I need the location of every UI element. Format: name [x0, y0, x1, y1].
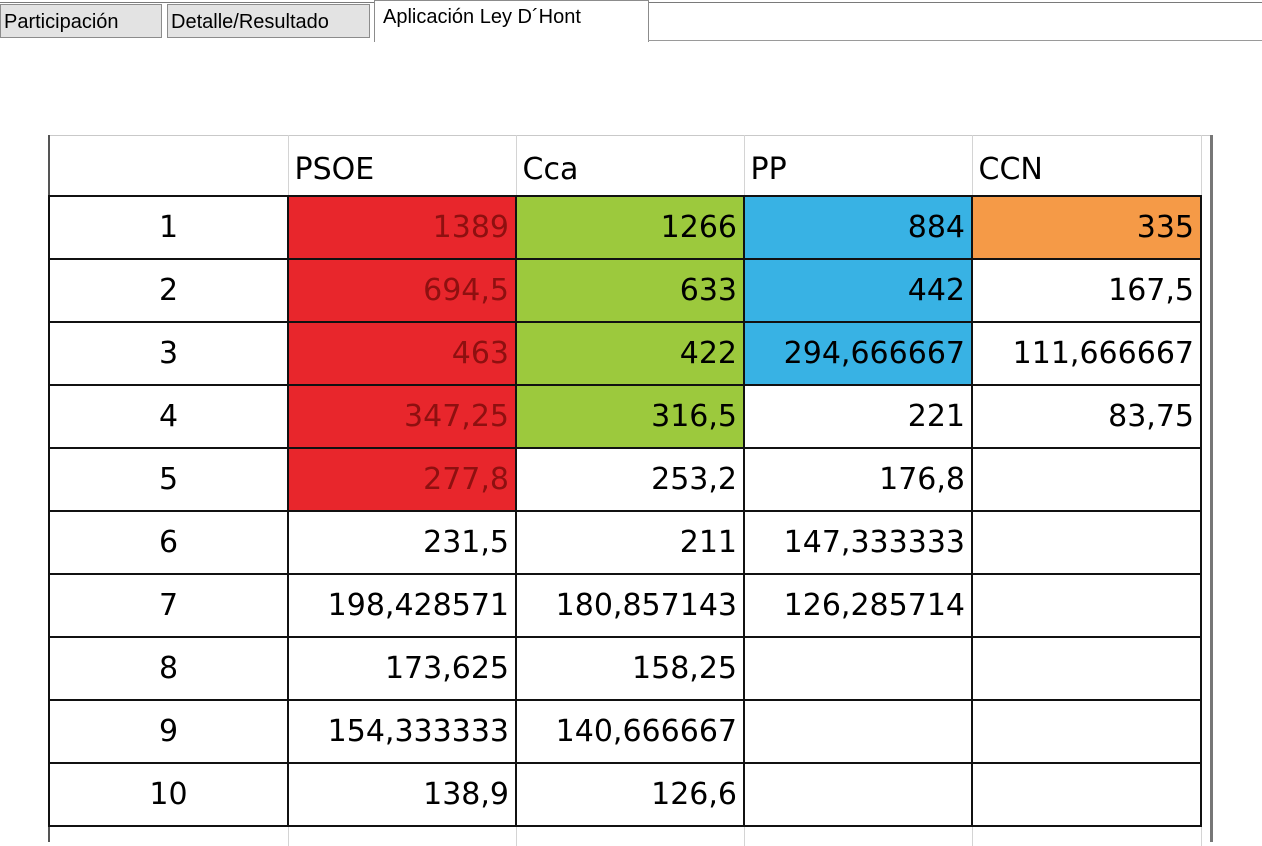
- divisor-cell[interactable]: 5: [48, 447, 289, 512]
- table-row: 9 154,333333 140,666667: [48, 699, 1202, 764]
- quotient-cell-ccn[interactable]: [971, 447, 1202, 512]
- quotient-cell-ccn[interactable]: 111,666667: [971, 321, 1202, 386]
- quotient-cell-cca[interactable]: 422: [515, 321, 745, 386]
- quotient-cell-pp[interactable]: [743, 699, 973, 764]
- quotient-cell-psoe[interactable]: 347,25: [287, 384, 517, 449]
- divisor-cell[interactable]: 3: [48, 321, 289, 386]
- table-row: 4 347,25 316,5 221 83,75: [48, 384, 1202, 449]
- quotient-cell-psoe[interactable]: 198,428571: [287, 573, 517, 638]
- dhont-table: PSOE Cca PP CCN 1 1389 1266 884 335 2 694,5 633…: [48, 135, 1202, 846]
- quotient-cell-cca[interactable]: 633: [515, 258, 745, 323]
- quotient-cell-pp[interactable]: 221: [743, 384, 973, 449]
- header-row: PSOE Cca PP CCN: [49, 135, 1202, 196]
- quotient-cell-pp[interactable]: 442: [743, 258, 973, 323]
- quotient-cell-pp[interactable]: 147,333333: [743, 510, 973, 575]
- quotient-cell-psoe[interactable]: 694,5: [287, 258, 517, 323]
- quotient-cell-psoe[interactable]: 231,5: [287, 510, 517, 575]
- table-row: 7 198,428571 180,857143 126,285714: [48, 573, 1202, 638]
- empty-cell[interactable]: [288, 826, 517, 846]
- quotient-cell-psoe[interactable]: 1389: [287, 195, 517, 260]
- divisor-cell[interactable]: 8: [48, 636, 289, 701]
- quotient-cell-ccn[interactable]: [971, 573, 1202, 638]
- table-row: 5 277,8 253,2 176,8: [48, 447, 1202, 512]
- quotient-cell-psoe[interactable]: 277,8: [287, 447, 517, 512]
- table-row: 2 694,5 633 442 167,5: [48, 258, 1202, 323]
- quotient-cell-pp[interactable]: 126,285714: [743, 573, 973, 638]
- quotient-cell-pp[interactable]: 294,666667: [743, 321, 973, 386]
- divisor-cell[interactable]: 6: [48, 510, 289, 575]
- header-cell-cca[interactable]: Cca: [516, 135, 745, 196]
- table-row: 1 1389 1266 884 335: [48, 195, 1202, 260]
- divisor-cell[interactable]: 4: [48, 384, 289, 449]
- empty-cell[interactable]: [49, 826, 289, 846]
- dhont-sheet: PSOE Cca PP CCN 1 1389 1266 884 335 2 694,5 633…: [48, 135, 1216, 846]
- quotient-cell-cca[interactable]: 140,666667: [515, 699, 745, 764]
- divisor-cell[interactable]: 10: [48, 762, 289, 827]
- divisor-cell[interactable]: 9: [48, 699, 289, 764]
- quotient-cell-ccn[interactable]: 335: [971, 195, 1202, 260]
- quotient-cell-cca[interactable]: 180,857143: [515, 573, 745, 638]
- table-row: 6 231,5 211 147,333333: [48, 510, 1202, 575]
- header-cell-empty[interactable]: [49, 135, 289, 196]
- empty-grid-row: [49, 826, 1202, 846]
- quotient-cell-psoe[interactable]: 154,333333: [287, 699, 517, 764]
- quotient-cell-pp[interactable]: 884: [743, 195, 973, 260]
- empty-cell[interactable]: [744, 826, 973, 846]
- quotient-cell-pp[interactable]: 176,8: [743, 447, 973, 512]
- quotient-cell-cca[interactable]: 316,5: [515, 384, 745, 449]
- quotient-cell-ccn[interactable]: [971, 762, 1202, 827]
- quotient-cell-ccn[interactable]: [971, 636, 1202, 701]
- quotient-cell-ccn[interactable]: 167,5: [971, 258, 1202, 323]
- divisor-cell[interactable]: 1: [48, 195, 289, 260]
- divisor-cell[interactable]: 7: [48, 573, 289, 638]
- quotient-cell-psoe[interactable]: 138,9: [287, 762, 517, 827]
- tab-detalle-resultado[interactable]: Detalle/Resultado: [167, 4, 370, 38]
- header-cell-psoe[interactable]: PSOE: [288, 135, 517, 196]
- quotient-cell-cca[interactable]: 253,2: [515, 447, 745, 512]
- quotient-cell-ccn[interactable]: 83,75: [971, 384, 1202, 449]
- empty-cell[interactable]: [516, 826, 745, 846]
- tab-aplicacion-ley-dhont[interactable]: Aplicación Ley D´Hont: [374, 0, 649, 42]
- tab-bar-bottom-border: [648, 40, 1262, 41]
- sheet-tab-bar: Participación Detalle/Resultado Aplicaci…: [0, 0, 1262, 42]
- quotient-cell-cca[interactable]: 126,6: [515, 762, 745, 827]
- quotient-cell-psoe[interactable]: 463: [287, 321, 517, 386]
- quotient-cell-pp[interactable]: [743, 636, 973, 701]
- divisor-cell[interactable]: 2: [48, 258, 289, 323]
- quotient-cell-cca[interactable]: 158,25: [515, 636, 745, 701]
- quotient-cell-pp[interactable]: [743, 762, 973, 827]
- header-cell-ccn[interactable]: CCN: [972, 135, 1202, 196]
- quotient-cell-cca[interactable]: 211: [515, 510, 745, 575]
- quotient-cell-ccn[interactable]: [971, 699, 1202, 764]
- empty-cell[interactable]: [972, 826, 1202, 846]
- quotient-cell-cca[interactable]: 1266: [515, 195, 745, 260]
- tab-participacion[interactable]: Participación: [0, 4, 162, 38]
- quotient-cell-ccn[interactable]: [971, 510, 1202, 575]
- quotient-cell-psoe[interactable]: 173,625: [287, 636, 517, 701]
- header-cell-pp[interactable]: PP: [744, 135, 973, 196]
- table-row: 8 173,625 158,25: [48, 636, 1202, 701]
- table-row: 3 463 422 294,666667 111,666667: [48, 321, 1202, 386]
- sheet-right-border: [1210, 135, 1213, 842]
- table-row: 10 138,9 126,6: [48, 762, 1202, 827]
